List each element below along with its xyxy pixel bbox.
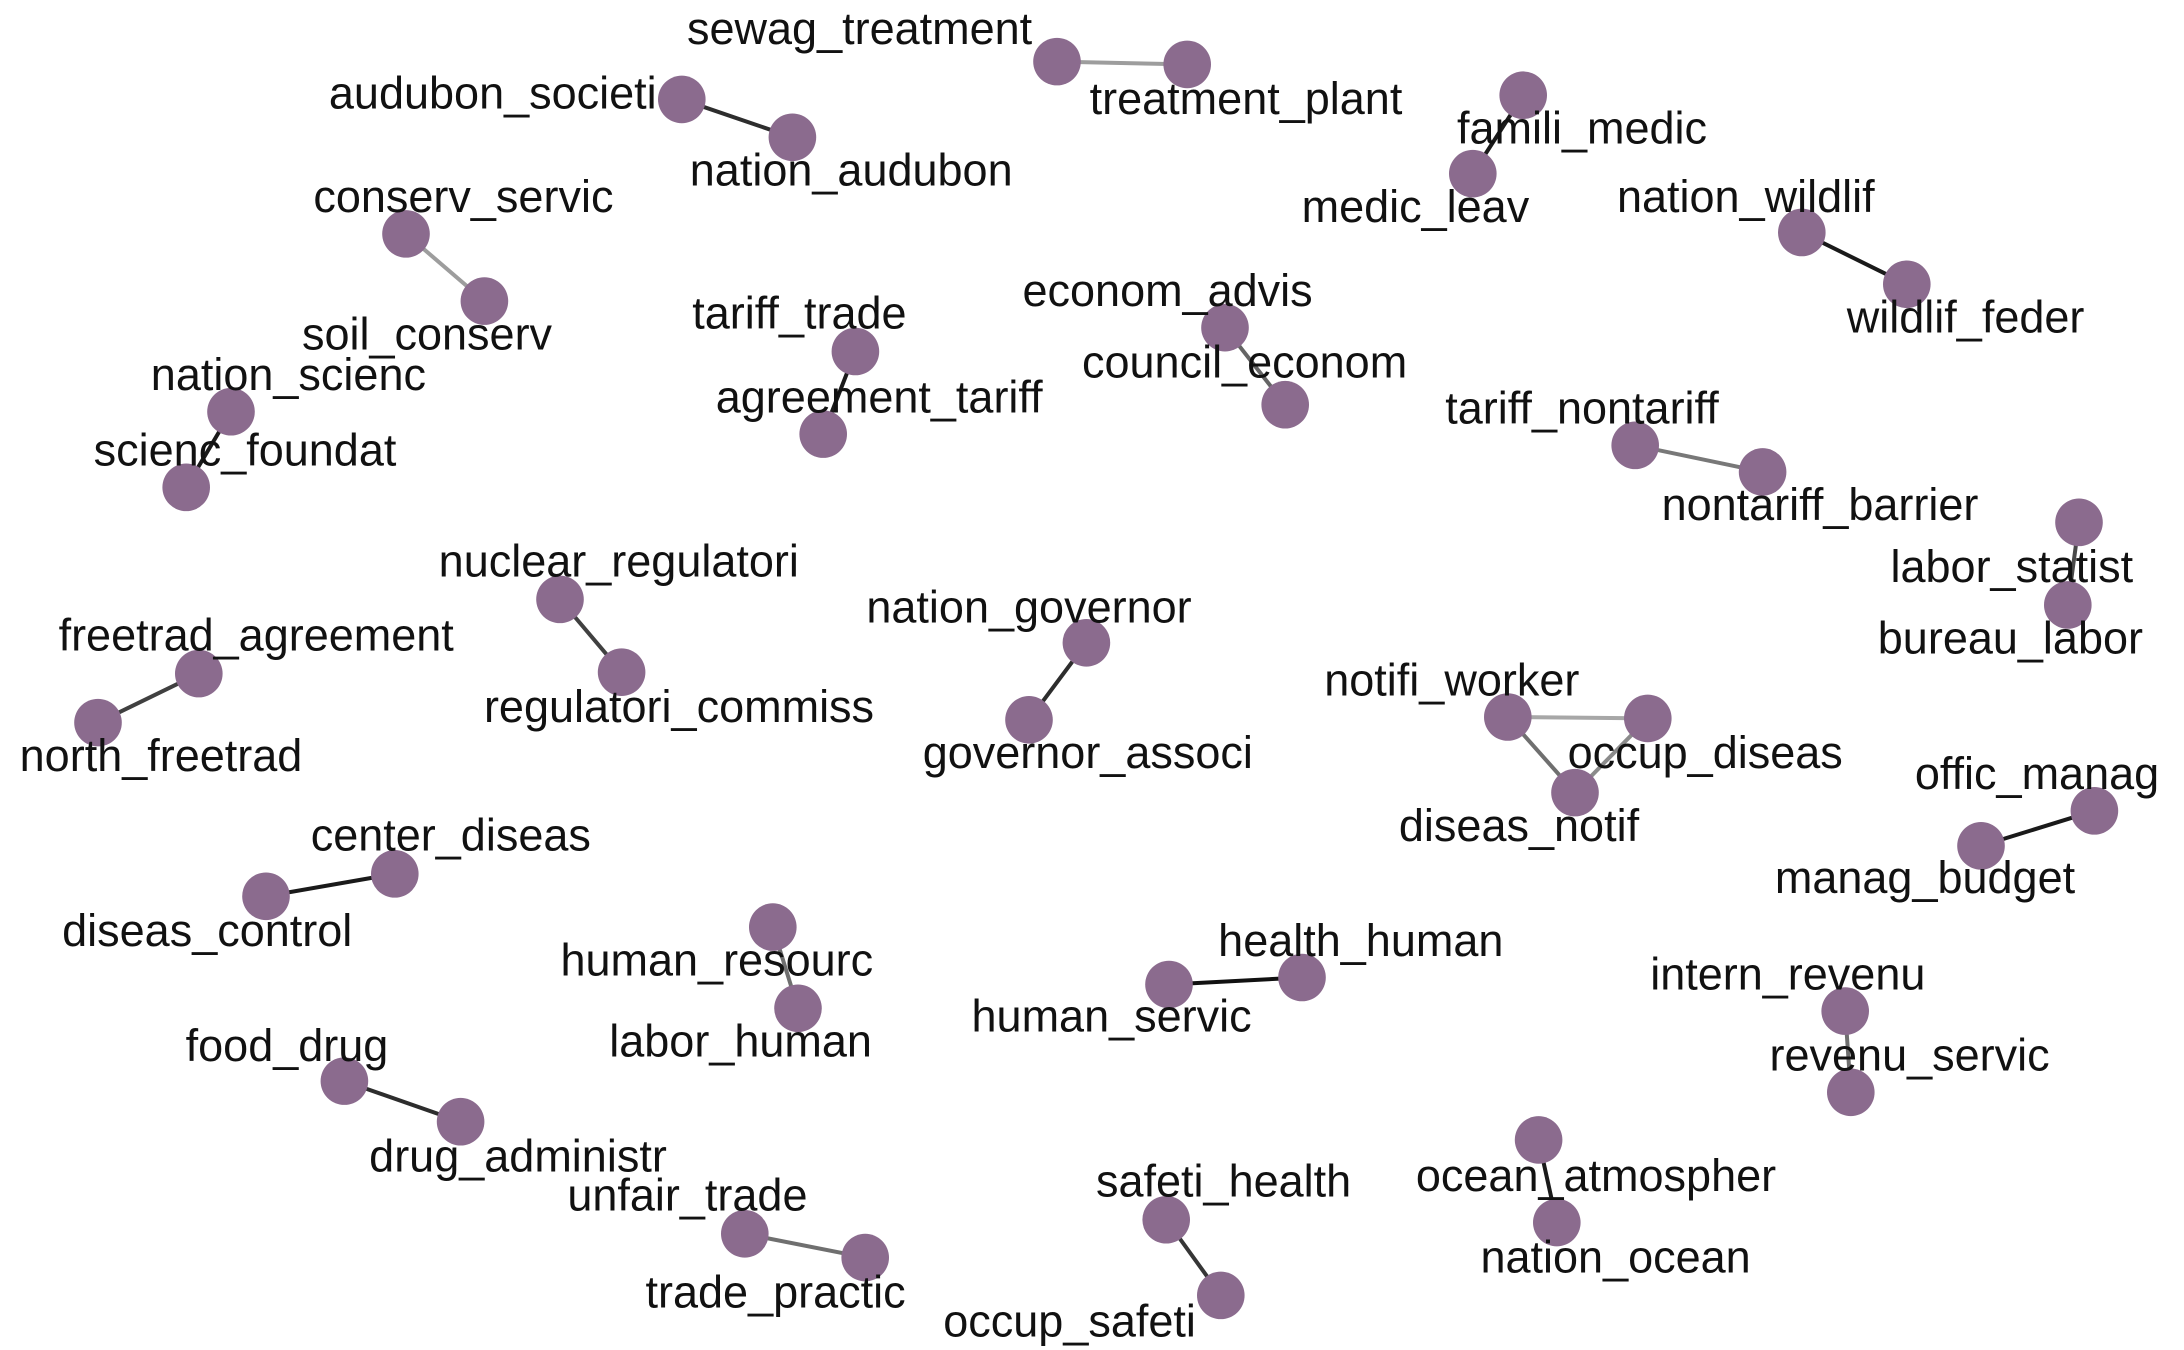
node-labor_human (774, 984, 822, 1033)
node-label-offic_manag: offic_manag (1915, 748, 2159, 799)
node-label-conserv_servic: conserv_servic (313, 171, 613, 222)
node-label-governor_associ: governor_associ (923, 727, 1253, 778)
node-label-labor_human: labor_human (609, 1016, 872, 1067)
node-diseas_control (242, 872, 290, 921)
node-layer (74, 37, 2119, 1320)
node-label-nuclear_regulatori: nuclear_regulatori (439, 535, 799, 586)
node-nontariff_barrier (1738, 448, 1787, 496)
node-food_drug (320, 1057, 369, 1105)
node-center_diseas (371, 850, 419, 898)
node-label-agreement_tariff: agreement_tariff (716, 371, 1043, 422)
node-label-revenu_servic: revenu_servic (1770, 1030, 2050, 1081)
node-labor_statist (2055, 498, 2103, 547)
node-label-nation_wildlif: nation_wildlif (1617, 171, 1875, 222)
node-label-regulatori_commiss: regulatori_commiss (484, 681, 874, 732)
node-occup_diseas (1624, 694, 1672, 743)
node-label-medic_leav: medic_leav (1302, 181, 1530, 232)
node-label-treatment_plant: treatment_plant (1090, 73, 1403, 124)
node-governor_associ (1005, 696, 1053, 744)
node-soil_conserv (460, 277, 509, 325)
node-label-diseas_notif: diseas_notif (1399, 800, 1640, 851)
node-label-drug_administr: drug_administr (369, 1130, 667, 1181)
node-label-wildlif_feder: wildlif_feder (1846, 292, 2085, 343)
node-label-safeti_health: safeti_health (1096, 1156, 1351, 1207)
node-wildlif_feder (1883, 260, 1931, 309)
node-nation_wildlif (1778, 208, 1826, 257)
node-nation_scienc (207, 387, 255, 436)
node-council_econom (1261, 380, 1309, 429)
node-scienc_foundat (162, 463, 210, 512)
node-label-sewag_treatment: sewag_treatment (687, 3, 1033, 54)
node-tariff_trade (831, 327, 880, 376)
node-manag_budget (1957, 822, 2005, 870)
node-label-ocean_atmospher: ocean_atmospher (1416, 1150, 1776, 1201)
node-human_servic (1145, 960, 1193, 1009)
node-label-diseas_control: diseas_control (62, 905, 352, 956)
node-label-tariff_nontariff: tariff_nontariff (1445, 383, 1719, 434)
node-label-north_freetrad: north_freetrad (20, 730, 303, 781)
node-label-notifi_worker: notifi_worker (1324, 654, 1579, 705)
node-drug_administr (436, 1097, 485, 1146)
node-label-occup_diseas: occup_diseas (1568, 727, 1843, 778)
node-label-manag_budget: manag_budget (1775, 852, 2076, 903)
node-treatment_plant (1163, 40, 1211, 89)
node-label-famili_medic: famili_medic (1457, 103, 1707, 154)
node-ocean_atmospher (1514, 1116, 1563, 1164)
node-label-food_drug: food_drug (186, 1020, 389, 1071)
node-nuclear_regulatori (536, 575, 584, 624)
label-layer: sewag_treatment treatment_plant audubon_so… (20, 3, 2160, 1347)
node-health_human (1278, 953, 1326, 1002)
node-label-health_human: health_human (1218, 915, 1503, 966)
node-label-nation_scienc: nation_scienc (151, 349, 426, 400)
node-label-human_servic: human_servic (972, 990, 1252, 1041)
node-nation_ocean (1533, 1198, 1581, 1247)
node-label-occup_safeti: occup_safeti (943, 1296, 1196, 1347)
node-label-nation_ocean: nation_ocean (1480, 1231, 1750, 1282)
node-label-nation_audubon: nation_audubon (690, 145, 1013, 196)
node-label-human_resourc: human_resourc (560, 934, 873, 985)
node-medic_leav (1449, 149, 1497, 198)
node-nation_audubon (768, 113, 817, 162)
node-label-intern_revenu: intern_revenu (1650, 948, 1925, 999)
node-occup_safeti (1197, 1271, 1245, 1320)
node-sewag_treatment (1033, 37, 1081, 86)
node-label-nation_governor: nation_governor (866, 581, 1191, 632)
node-nation_governor (1062, 618, 1111, 667)
node-regulatori_commiss (597, 648, 646, 696)
node-label-labor_statist: labor_statist (1890, 541, 2133, 592)
node-label-trade_practic: trade_practic (646, 1266, 906, 1317)
node-label-scienc_foundat: scienc_foundat (94, 425, 397, 476)
node-label-freetrad_agreement: freetrad_agreement (59, 609, 455, 660)
node-label-audubon_societi: audubon_societi (329, 68, 657, 119)
node-safeti_health (1142, 1195, 1190, 1244)
node-offic_manag (2070, 787, 2119, 835)
node-human_resourc (749, 903, 797, 951)
node-revenu_servic (1827, 1068, 1875, 1117)
node-econom_advis (1201, 303, 1249, 352)
node-unfair_trade (721, 1209, 769, 1258)
node-intern_revenu (1821, 987, 1869, 1035)
node-label-soil_conserv: soil_conserv (302, 308, 553, 359)
node-label-unfair_trade: unfair_trade (567, 1170, 807, 1221)
node-label-econom_advis: econom_advis (1023, 265, 1313, 316)
node-label-council_econom: council_econom (1082, 336, 1407, 387)
node-agreement_tariff (799, 410, 847, 458)
node-notifi_worker (1484, 693, 1532, 741)
node-bureau_labor (2044, 581, 2092, 629)
node-label-center_diseas: center_diseas (311, 810, 591, 861)
node-conserv_servic (382, 210, 430, 258)
node-label-tariff_trade: tariff_trade (692, 287, 906, 338)
node-label-bureau_labor: bureau_labor (1878, 612, 2143, 663)
node-trade_practic (841, 1233, 889, 1282)
node-freetrad_agreement (175, 649, 223, 698)
node-audubon_societi (658, 75, 706, 124)
node-famili_medic (1499, 71, 1547, 120)
node-north_freetrad (74, 698, 122, 747)
node-diseas_notif (1551, 768, 1599, 817)
node-label-nontariff_barrier: nontariff_barrier (1662, 479, 1979, 530)
node-tariff_nontariff (1611, 421, 1659, 470)
